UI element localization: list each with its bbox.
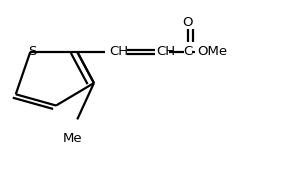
Text: O: O (183, 16, 193, 29)
Text: CH: CH (156, 45, 175, 58)
Text: S: S (28, 44, 36, 58)
Text: CH: CH (109, 45, 128, 58)
Text: OMe: OMe (197, 45, 227, 58)
Text: Me: Me (62, 132, 82, 145)
Text: C: C (183, 45, 192, 58)
